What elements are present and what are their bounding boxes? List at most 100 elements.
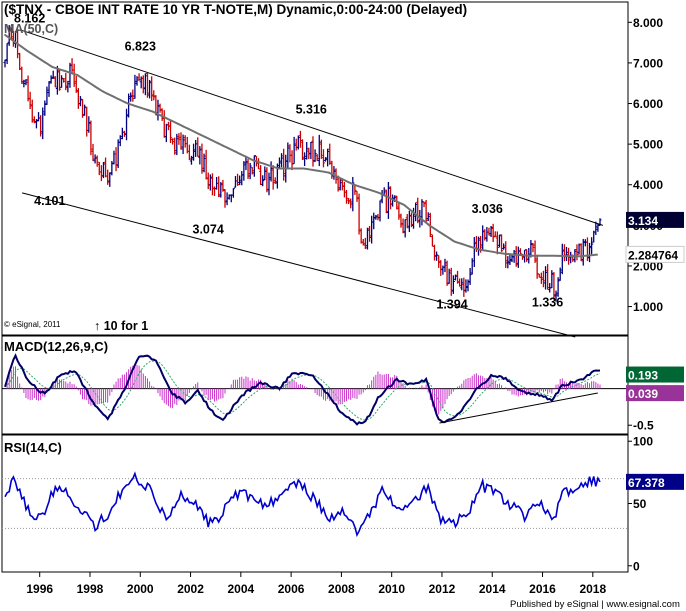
- macd-hist-last-badge-bg: [626, 385, 684, 402]
- rsi-line: [4, 471, 601, 538]
- price-bar: [49, 75, 53, 84]
- price-bar: [395, 195, 399, 210]
- price-bar: [133, 74, 137, 99]
- price-bar: [219, 182, 223, 198]
- price-bar: [87, 116, 91, 133]
- price-bar: [426, 212, 430, 222]
- price-bar: [550, 270, 554, 289]
- price-bar: [143, 73, 147, 96]
- x-tick-label: 1996: [26, 582, 53, 596]
- price-bar: [303, 152, 307, 167]
- price-bar: [328, 143, 332, 165]
- macd-signal-line: [4, 360, 601, 421]
- price-bar: [468, 267, 472, 285]
- price-bar: [20, 66, 24, 84]
- price-bar: [78, 96, 83, 107]
- price-bar: [263, 166, 267, 181]
- price-bar: [64, 72, 68, 91]
- price-bar: [401, 218, 405, 234]
- price-bar: [384, 189, 388, 214]
- price-bar: [189, 155, 194, 165]
- price-annotation: 6.823: [125, 40, 156, 54]
- price-bar: [152, 90, 156, 101]
- price-bar: [355, 190, 359, 202]
- price-annotation: 4.101: [34, 194, 65, 208]
- price-bar: [101, 161, 106, 179]
- price-bar: [250, 167, 254, 175]
- x-tick-label: 2004: [227, 582, 254, 596]
- channel-upper-line: [21, 29, 604, 226]
- price-bar: [83, 104, 87, 116]
- price-bar: [516, 246, 520, 268]
- price-bar: [414, 202, 418, 222]
- price-bar: [340, 179, 344, 191]
- price-bar: [512, 249, 516, 263]
- price-bar: [458, 278, 462, 287]
- price-bar: [202, 153, 206, 173]
- x-tick-label: 2014: [479, 582, 506, 596]
- price-bar: [386, 181, 391, 219]
- x-tick-label: 1998: [77, 582, 104, 596]
- price-bar: [590, 237, 594, 255]
- price-bar: [541, 270, 546, 288]
- price-bar: [481, 225, 485, 251]
- price-bar: [305, 142, 309, 160]
- price-bar: [238, 175, 242, 186]
- price-bar: [554, 290, 558, 302]
- y-tick-label: -0.5: [633, 419, 654, 433]
- price-bar: [145, 73, 150, 98]
- macd-layer: [2, 353, 628, 426]
- price-bar: [367, 225, 372, 242]
- price-bar: [7, 24, 11, 46]
- price-bar: [223, 188, 227, 208]
- price-bar: [296, 135, 300, 150]
- price-bar: [24, 79, 28, 86]
- price-bar: [372, 212, 376, 230]
- price-bar: [191, 143, 196, 161]
- price-bar: [489, 225, 493, 238]
- price-bar: [455, 270, 460, 284]
- price-bar: [47, 81, 51, 97]
- price-bar: [552, 272, 556, 300]
- split-note: ↑ 10 for 1: [94, 319, 148, 333]
- price-bar: [248, 162, 252, 180]
- price-bar: [127, 93, 131, 118]
- price-bar: [89, 120, 93, 156]
- price-annotation: 8.162: [14, 11, 45, 25]
- x-tick-label: 2008: [328, 582, 355, 596]
- price-bar: [397, 201, 401, 220]
- price-bar: [495, 231, 499, 255]
- price-panel-frame: [1, 1, 629, 336]
- price-bar: [5, 43, 9, 64]
- price-bar: [235, 173, 240, 186]
- x-tick-label: 2010: [378, 582, 405, 596]
- price-bar: [349, 198, 353, 209]
- price-bar: [231, 188, 235, 198]
- price-bar: [181, 134, 185, 155]
- price-bar: [535, 254, 539, 279]
- price-annotation: 1.394: [436, 298, 467, 312]
- price-bar: [321, 149, 326, 168]
- price-bar: [464, 279, 468, 293]
- price-bar: [271, 165, 275, 190]
- price-bar: [95, 155, 99, 167]
- macd-last-badge: 0.193: [628, 369, 658, 383]
- price-bar: [39, 115, 43, 137]
- price-bar: [210, 173, 215, 196]
- rsi-last-badge-bg: [626, 473, 684, 490]
- price-bar: [508, 253, 512, 265]
- price-bar: [445, 260, 449, 286]
- macd-panel-frame: [1, 335, 629, 435]
- price-bar: [558, 267, 562, 281]
- price-bar: [273, 177, 277, 184]
- ma50-last-badge: 2.284764: [628, 248, 678, 262]
- price-bar: [338, 178, 342, 191]
- price-bar: [158, 103, 162, 113]
- price-bar: [137, 73, 141, 81]
- price-bar: [434, 251, 439, 261]
- price-bar: [585, 237, 590, 261]
- price-bar: [279, 153, 284, 168]
- price-bar: [179, 132, 183, 150]
- price-bar: [344, 189, 349, 204]
- price-bar: [55, 65, 59, 95]
